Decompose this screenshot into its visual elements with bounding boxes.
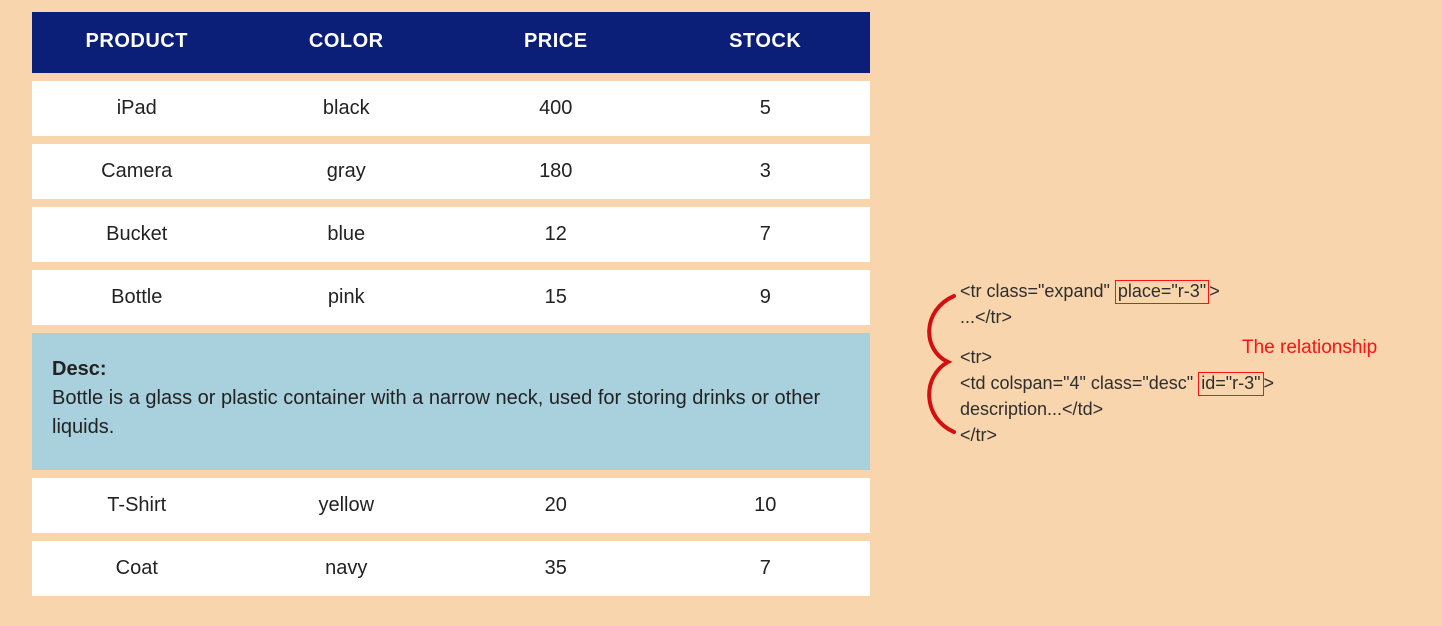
description-cell: Desc: Bottle is a glass or plastic conta… [32,333,870,470]
table-row[interactable]: T-Shirtyellow2010 [32,478,870,533]
cell-price: 20 [451,478,661,533]
code-text: <tr> [960,347,992,367]
col-price: PRICE [451,12,661,73]
cell-price: 12 [451,207,661,262]
cell-color: gray [242,144,452,199]
cell-price: 15 [451,270,661,325]
cell-product: iPad [32,81,242,136]
description-text: Bottle is a glass or plastic container w… [52,387,820,438]
cell-product: Camera [32,144,242,199]
highlight-place-attr: place="r-3" [1115,280,1209,304]
table-header-row: PRODUCT COLOR PRICE STOCK [32,12,870,73]
product-table-container: PRODUCT COLOR PRICE STOCK iPadblack4005 C… [32,12,870,596]
description-label: Desc: [52,358,106,380]
cell-price: 180 [451,144,661,199]
code-block-expand-row: <tr class="expand" place="r-3"> ...</tr> [960,278,1430,330]
table-row[interactable]: iPadblack4005 [32,81,870,136]
col-stock: STOCK [661,12,871,73]
cell-stock: 7 [661,541,871,596]
cell-stock: 3 [661,144,871,199]
cell-product: T-Shirt [32,478,242,533]
cell-product: Bottle [32,270,242,325]
relationship-label: The relationship [1242,334,1377,362]
cell-color: pink [242,270,452,325]
cell-color: yellow [242,478,452,533]
cell-stock: 9 [661,270,871,325]
cell-stock: 7 [661,207,871,262]
code-text: </tr> [960,425,997,445]
cell-price: 400 [451,81,661,136]
code-text: <td colspan="4" class="desc" [960,373,1198,393]
cell-color: navy [242,541,452,596]
description-row: Desc: Bottle is a glass or plastic conta… [32,333,870,470]
highlight-id-attr: id="r-3" [1198,372,1263,396]
col-color: COLOR [242,12,452,73]
cell-price: 35 [451,541,661,596]
table-body: iPadblack4005Cameragray1803Bucketblue127… [32,73,870,596]
cell-product: Bucket [32,207,242,262]
code-text: > [1209,281,1220,301]
code-text: <tr class="expand" [960,281,1115,301]
col-product: PRODUCT [32,12,242,73]
cell-stock: 10 [661,478,871,533]
cell-stock: 5 [661,81,871,136]
cell-color: black [242,81,452,136]
product-table: PRODUCT COLOR PRICE STOCK iPadblack4005 C… [32,12,870,596]
code-text: description...</td> [960,399,1103,419]
code-text: ...</tr> [960,307,1012,327]
table-row[interactable]: Cameragray1803 [32,144,870,199]
table-row[interactable]: Bucketblue127 [32,207,870,262]
cell-product: Coat [32,541,242,596]
table-row[interactable]: Bottlepink159 [32,270,870,325]
relationship-brace-icon [902,290,962,440]
table-row[interactable]: Coatnavy357 [32,541,870,596]
code-text: > [1264,373,1275,393]
code-annotation-panel: <tr class="expand" place="r-3"> ...</tr>… [960,278,1430,463]
cell-color: blue [242,207,452,262]
